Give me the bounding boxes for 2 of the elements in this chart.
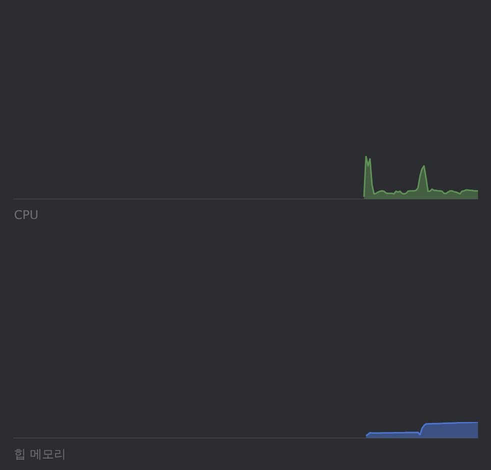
text: CPU	[14, 207, 38, 223]
text: 힙 메모리	[14, 446, 66, 462]
